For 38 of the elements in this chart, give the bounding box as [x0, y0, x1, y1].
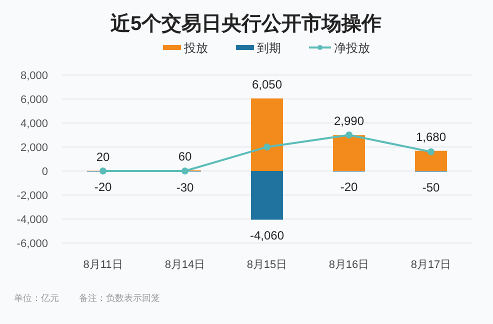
point — [100, 168, 106, 174]
x-tick-label: 8月11日 — [83, 259, 123, 271]
x-tick-label: 8月14日 — [164, 259, 206, 271]
data-label: 20 — [96, 150, 110, 164]
bar — [333, 135, 365, 171]
point — [264, 144, 270, 150]
point — [182, 168, 188, 174]
y-tick-label: 8,000 — [20, 70, 48, 82]
point — [346, 132, 352, 138]
data-label: -30 — [176, 180, 194, 194]
y-tick-label: -4,000 — [16, 214, 48, 226]
bar — [251, 98, 283, 171]
x-tick-label: 8月15日 — [246, 259, 288, 271]
data-label: 60 — [178, 149, 192, 164]
data-label: -4,060 — [250, 228, 284, 243]
point — [428, 148, 434, 156]
bar — [251, 171, 283, 220]
text: 单位：亿元 — [14, 293, 59, 303]
y-tick-label: 6,000 — [20, 94, 48, 106]
data-label: -20 — [94, 180, 112, 194]
x-tick-label: 8月16日 — [328, 259, 370, 271]
y-tick-label: 4,000 — [20, 118, 48, 130]
y-tick-label: 0 — [42, 166, 48, 178]
bar — [415, 150, 447, 171]
y-tick-label: -2,000 — [16, 190, 48, 202]
chart-title: 近5个交易日央行公开市场操作 — [109, 12, 382, 35]
data-label: 1,680 — [416, 130, 446, 144]
text: 备注：负数表示回笼 — [79, 293, 160, 303]
data-label: 2,990 — [334, 114, 364, 128]
legend-label: 净投放 — [334, 41, 370, 55]
y-tick-label: -6,000 — [16, 238, 48, 250]
x-tick-label: 8月17日 — [410, 259, 452, 271]
y-tick-label: 2,000 — [20, 142, 48, 154]
data-label: -20 — [340, 180, 358, 194]
legend-label: 投放 — [183, 41, 208, 55]
legend-label: 到期 — [257, 41, 281, 55]
data-label: -50 — [422, 180, 440, 195]
data-label: 6,050 — [252, 77, 282, 92]
